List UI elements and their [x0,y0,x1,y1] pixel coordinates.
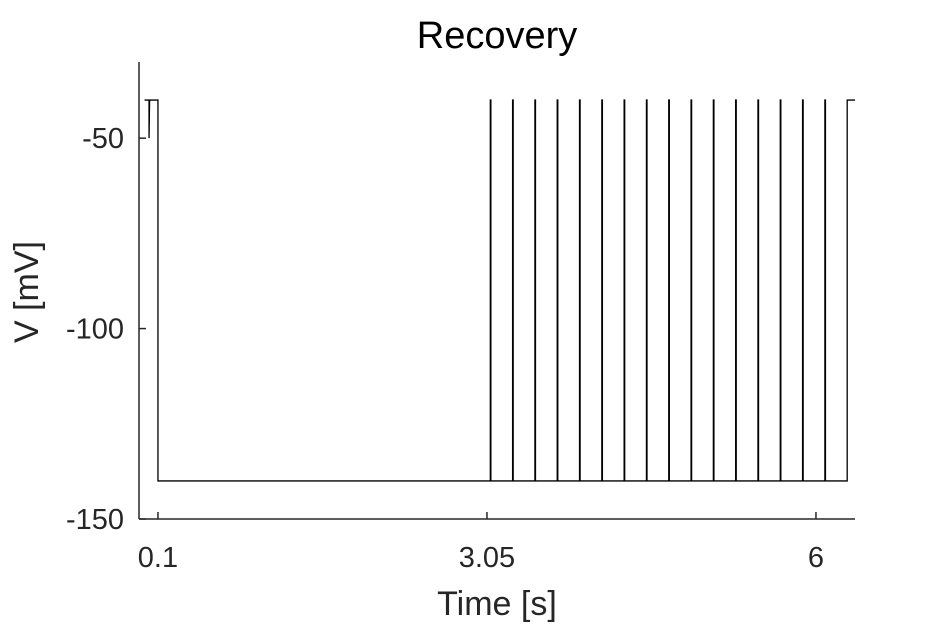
ticks: 0.1 3.05 6 -150 -100 -50 [66,123,824,574]
x-tick-label: 3.05 [459,542,515,574]
y-axis-label: V [mV] [8,241,46,343]
x-axis-label: Time [s] [437,585,557,623]
voltage-trace-line [144,99,855,482]
x-tick-label: 0.1 [138,542,178,574]
x-tick-label: 6 [808,542,824,574]
axes [138,62,855,520]
y-tick-label: -100 [66,314,124,346]
y-tick-label: -50 [82,123,124,155]
chart-title: Recovery [417,15,578,57]
y-tick-label: -150 [66,504,124,536]
